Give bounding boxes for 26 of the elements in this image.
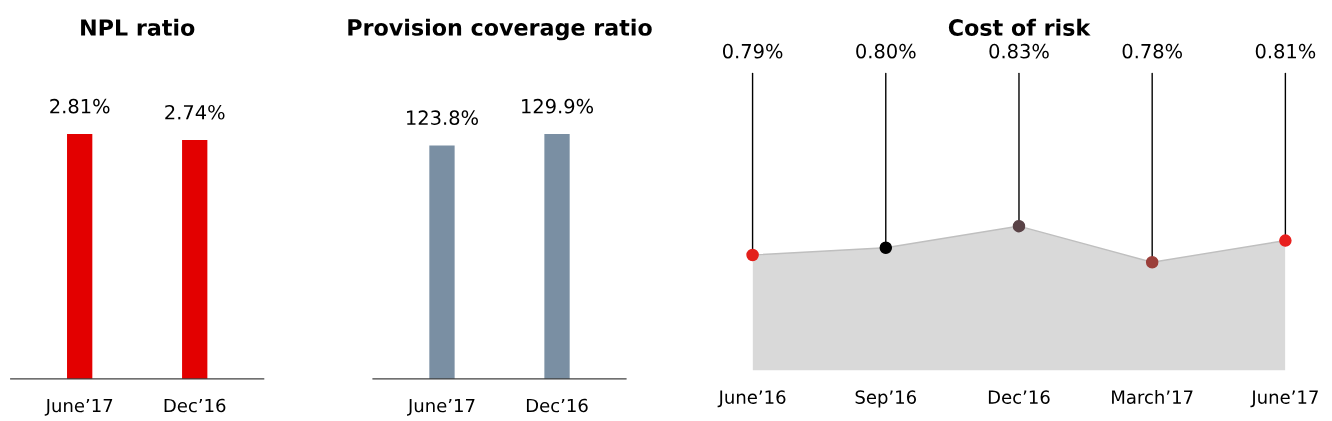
data-label: 129.9%: [522, 98, 594, 114]
x-tick-label: Dec’16: [526, 398, 588, 413]
point: [1279, 234, 1292, 247]
point: [1145, 255, 1159, 269]
data-label: 0.78%: [1122, 43, 1182, 59]
x-tick-label: June’16: [717, 390, 786, 408]
chart-title: Cost of risk: [948, 18, 1091, 36]
data-label: 0.83%: [989, 43, 1049, 59]
point: [746, 248, 759, 262]
point: [879, 241, 893, 255]
x-tick-label: Dec’16: [164, 398, 226, 413]
data-label: 2.81%: [50, 98, 110, 114]
x-tick-label: March’17: [1112, 389, 1193, 404]
data-label: 0.80%: [856, 43, 916, 59]
chart-title: Provision coverage ratio: [348, 18, 652, 41]
data-label: 0.79%: [722, 43, 783, 59]
data-label: 123.8%: [407, 110, 478, 126]
data-label: 2.74%: [165, 104, 225, 120]
data-label: 0.81%: [1255, 43, 1316, 59]
x-tick-label: Dec’16: [988, 390, 1050, 404]
x-tick-label: June’17: [407, 398, 475, 416]
x-tick-label: Sep’16: [855, 390, 917, 408]
x-tick-label: June’17: [1250, 390, 1318, 408]
chart-title: NPL ratio: [81, 18, 195, 36]
point: [1012, 219, 1026, 233]
x-tick-label: June’17: [44, 398, 113, 416]
